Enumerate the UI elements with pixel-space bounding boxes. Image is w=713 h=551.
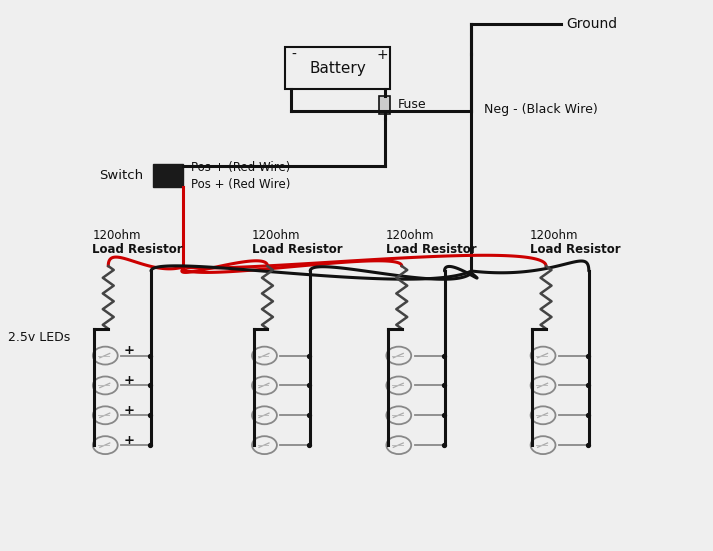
Text: Load Resistor: Load Resistor	[530, 243, 621, 256]
Text: +: +	[123, 434, 134, 447]
Text: 2.5v LEDs: 2.5v LEDs	[8, 331, 70, 344]
Text: +: +	[123, 344, 134, 357]
Bar	[153, 164, 183, 187]
Text: Load Resistor: Load Resistor	[93, 243, 183, 256]
Text: +: +	[376, 48, 388, 62]
Text: Battery: Battery	[309, 61, 366, 75]
Text: -: -	[291, 48, 296, 62]
Text: Ground: Ground	[566, 17, 617, 31]
Text: Neg - (Black Wire): Neg - (Black Wire)	[484, 104, 598, 116]
Bar	[285, 47, 390, 89]
Text: 120ohm: 120ohm	[252, 229, 300, 242]
Text: 120ohm: 120ohm	[530, 229, 579, 242]
Text: Pos + (Red Wire): Pos + (Red Wire)	[191, 178, 290, 191]
Text: +: +	[123, 404, 134, 417]
Text: Fuse: Fuse	[398, 99, 426, 111]
Bar	[379, 96, 390, 114]
Text: Load Resistor: Load Resistor	[252, 243, 342, 256]
Text: Switch: Switch	[99, 169, 143, 182]
Text: Load Resistor: Load Resistor	[386, 243, 476, 256]
Text: 120ohm: 120ohm	[93, 229, 141, 242]
Text: Pos + (Red Wire): Pos + (Red Wire)	[191, 161, 290, 174]
Text: +: +	[123, 374, 134, 387]
Text: 120ohm: 120ohm	[386, 229, 434, 242]
